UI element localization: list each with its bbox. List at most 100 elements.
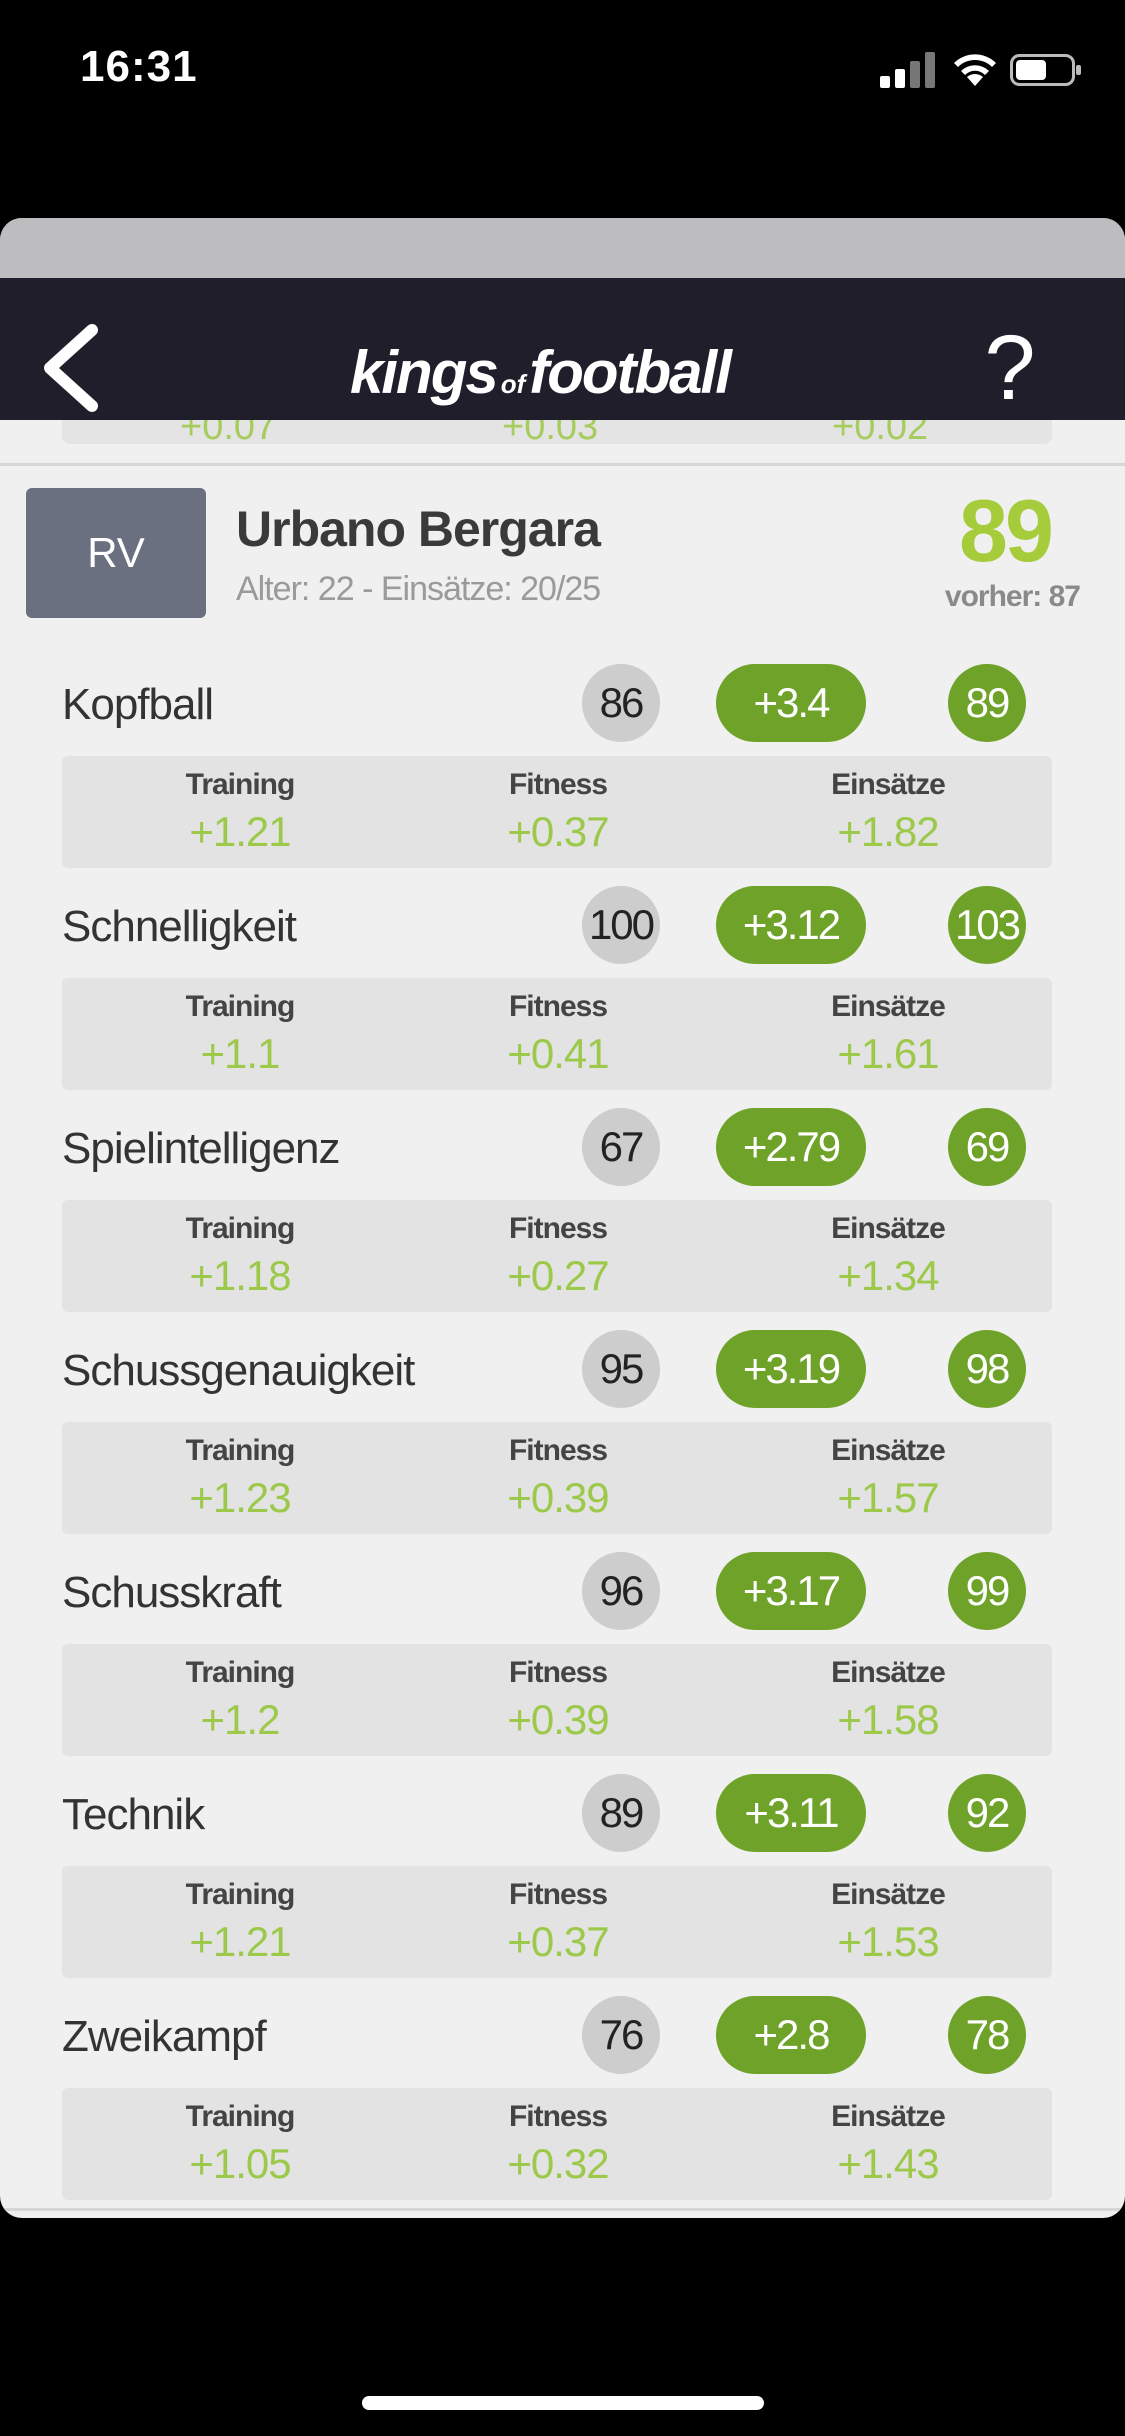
player-rating: 89 xyxy=(959,481,1054,580)
fitness-value: +0.32 xyxy=(507,2140,609,2187)
appearances-column: Einsätze +1.34 xyxy=(738,1200,1038,1312)
wifi-icon xyxy=(954,54,996,86)
training-header: Training xyxy=(185,768,296,801)
training-header: Training xyxy=(185,2100,296,2133)
fitness-column: Fitness +0.37 xyxy=(408,756,708,868)
back-chevron-icon[interactable] xyxy=(36,322,106,414)
training-header: Training xyxy=(185,990,296,1023)
attribute-row: Schussgenauigkeit 95 +3.19 98 Training +1.23 F… xyxy=(0,1324,1125,1546)
training-value: +1.21 xyxy=(189,808,291,855)
logo-word-football: football xyxy=(529,339,732,406)
status-bar: 16:31 xyxy=(0,0,1125,140)
attribute-delta-badge: +3.17 xyxy=(716,1552,866,1630)
appearances-header: Einsätze xyxy=(831,1434,946,1467)
appearances-value: +1.43 xyxy=(837,2140,939,2187)
attribute-breakdown: Training +1.21 Fitness +0.37 Einsätze +1.82 xyxy=(62,756,1052,868)
attribute-base-value: 89 xyxy=(582,1774,660,1852)
app-logo: kings offootball xyxy=(350,338,775,418)
fitness-value: +0.27 xyxy=(507,1252,609,1299)
fitness-column: Fitness +0.41 xyxy=(408,978,708,1090)
attribute-breakdown: Training +1.23 Fitness +0.39 Einsätze +1.57 xyxy=(62,1422,1052,1534)
training-value: +1.1 xyxy=(200,1030,281,1077)
attribute-delta-badge: +3.12 xyxy=(716,886,866,964)
attribute-base-value: 76 xyxy=(582,1996,660,2074)
attribute-delta-badge: +3.4 xyxy=(716,664,866,742)
appearances-header: Einsätze xyxy=(831,1212,946,1245)
position-badge: RV xyxy=(26,488,206,618)
attribute-row: Technik 89 +3.11 92 Training +1.21 Fitness +0.3… xyxy=(0,1768,1125,1990)
attribute-result-value: 89 xyxy=(948,664,1026,742)
player-header: RV Urbano Bergara Alter: 22 - Einsätze: … xyxy=(0,481,1125,638)
help-button[interactable]: ? xyxy=(984,317,1036,419)
training-value: +1.23 xyxy=(189,1474,291,1521)
fitness-header: Fitness xyxy=(508,768,608,801)
training-value: +1.21 xyxy=(189,1918,291,1965)
attribute-base-value: 96 xyxy=(582,1552,660,1630)
fitness-header: Fitness xyxy=(508,990,608,1023)
attribute-row: Spielintelligenz 67 +2.79 69 Training +1.18 Fi… xyxy=(0,1102,1125,1324)
attribute-base-value: 95 xyxy=(582,1330,660,1408)
attribute-breakdown: Training +1.18 Fitness +0.27 Einsätze +1.34 xyxy=(62,1200,1052,1312)
player-meta: Alter: 22 - Einsätze: 20/25 xyxy=(236,570,601,608)
training-value: +1.18 xyxy=(189,1252,291,1299)
attribute-result-value: 69 xyxy=(948,1108,1026,1186)
status-time: 16:31 xyxy=(80,42,198,91)
fitness-column: Fitness +0.37 xyxy=(408,1866,708,1978)
attribute-label: Spielintelligenz xyxy=(62,1124,341,1173)
training-header: Training xyxy=(185,1878,296,1911)
navigation-bar: kings offootball ? xyxy=(0,278,1125,420)
attribute-label: Schussgenauigkeit xyxy=(62,1346,415,1395)
appearances-column: Einsätze +1.58 xyxy=(738,1644,1038,1756)
home-indicator[interactable] xyxy=(362,2396,764,2410)
fitness-value: +0.39 xyxy=(507,1474,609,1521)
appearances-value: +1.34 xyxy=(837,1252,939,1299)
divider xyxy=(0,463,1125,466)
fitness-header: Fitness xyxy=(508,1878,608,1911)
attribute-delta-badge: +3.11 xyxy=(716,1774,866,1852)
training-column: Training +1.2 xyxy=(90,1644,390,1756)
battery-icon xyxy=(1010,54,1081,86)
appearances-header: Einsätze xyxy=(831,2100,946,2133)
attribute-label: Zweikampf xyxy=(62,2012,267,2061)
fitness-header: Fitness xyxy=(508,2100,608,2133)
cellular-signal-icon xyxy=(880,52,935,88)
fitness-header: Fitness xyxy=(508,1212,608,1245)
attribute-result-value: 98 xyxy=(948,1330,1026,1408)
fitness-header: Fitness xyxy=(508,1656,608,1689)
appearances-value: +1.82 xyxy=(837,808,939,855)
appearances-header: Einsätze xyxy=(831,768,946,801)
attribute-base-value: 67 xyxy=(582,1108,660,1186)
attribute-breakdown: Training +1.2 Fitness +0.39 Einsätze +1.58 xyxy=(62,1644,1052,1756)
appearances-column: Einsätze +1.53 xyxy=(738,1866,1038,1978)
attribute-row: Schusskraft 96 +3.17 99 Training +1.2 Fitness +… xyxy=(0,1546,1125,1768)
fitness-value: +0.39 xyxy=(507,1696,609,1743)
attribute-label: Schusskraft xyxy=(62,1568,282,1617)
attribute-breakdown: Training +1.21 Fitness +0.37 Einsätze +1.53 xyxy=(62,1866,1052,1978)
attribute-row: Zweikampf 76 +2.8 78 Training +1.05 Fitness +0.… xyxy=(0,1990,1125,2212)
training-column: Training +1.21 xyxy=(90,756,390,868)
fitness-value: +0.37 xyxy=(507,1918,609,1965)
sheet-header-bar xyxy=(0,218,1125,278)
previous-breakdown-strip: +0.07 +0.03 +0.02 xyxy=(62,420,1052,444)
appearances-column: Einsätze +1.61 xyxy=(738,978,1038,1090)
attribute-delta-badge: +2.79 xyxy=(716,1108,866,1186)
fitness-column: Fitness +0.32 xyxy=(408,2088,708,2200)
attribute-result-value: 78 xyxy=(948,1996,1026,2074)
attribute-breakdown: Training +1.1 Fitness +0.41 Einsätze +1.61 xyxy=(62,978,1052,1090)
previous-training-value: +0.07 xyxy=(180,420,277,444)
player-sheet: kings offootball ? +0.07 +0.03 +0.02 RV U… xyxy=(0,218,1125,2218)
appearances-column: Einsätze +1.57 xyxy=(738,1422,1038,1534)
fitness-value: +0.41 xyxy=(507,1030,609,1077)
fitness-column: Fitness +0.39 xyxy=(408,1422,708,1534)
appearances-header: Einsätze xyxy=(831,990,946,1023)
training-header: Training xyxy=(185,1434,296,1467)
training-column: Training +1.18 xyxy=(90,1200,390,1312)
divider xyxy=(0,2208,1125,2211)
appearances-header: Einsätze xyxy=(831,1656,946,1689)
fitness-value: +0.37 xyxy=(507,808,609,855)
previous-rating: vorher: 87 xyxy=(944,580,1081,613)
attribute-row: Schnelligkeit 100 +3.12 103 Training +1.1 Fitn… xyxy=(0,880,1125,1102)
attribute-label: Technik xyxy=(62,1790,205,1839)
fitness-header: Fitness xyxy=(508,1434,608,1467)
attribute-label: Schnelligkeit xyxy=(62,902,297,951)
